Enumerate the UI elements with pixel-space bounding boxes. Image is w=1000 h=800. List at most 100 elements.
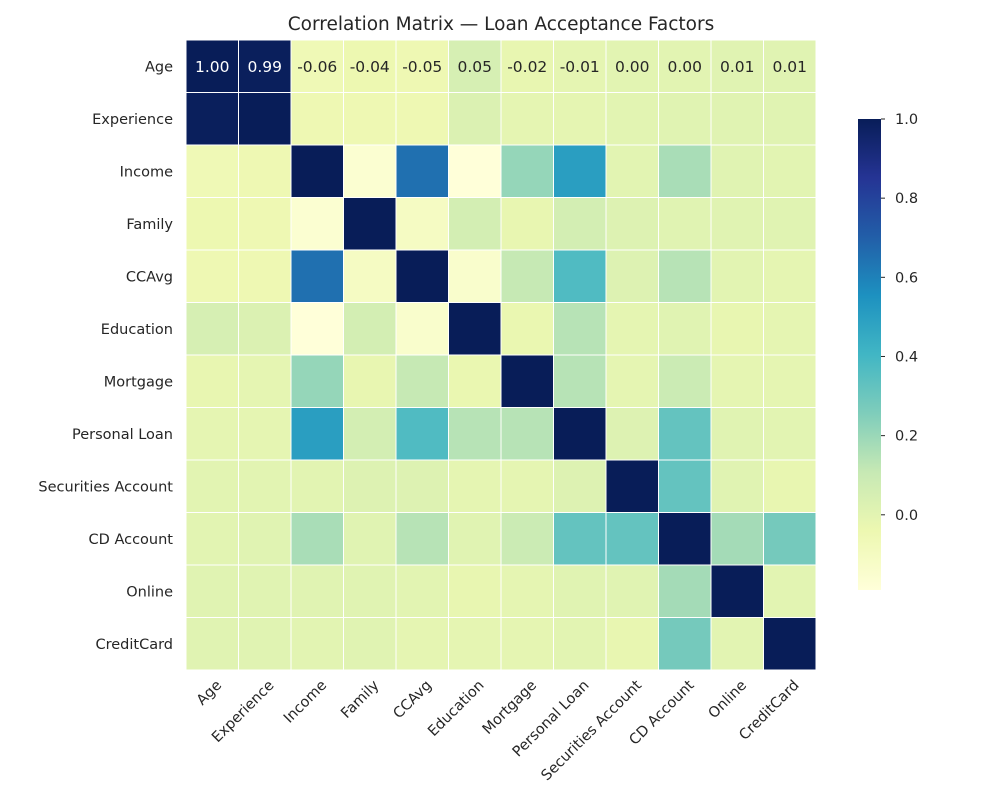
colorbar-tick-label: 1.0 (895, 112, 918, 128)
heatmap-cell (710, 302, 764, 356)
heatmap-cell (500, 459, 554, 513)
heatmap-cell (185, 92, 239, 146)
heatmap-cell (553, 512, 607, 566)
heatmap-cell (500, 407, 554, 461)
heatmap-cell (500, 39, 554, 93)
heatmap-cell (343, 354, 397, 408)
heatmap-cell (395, 302, 449, 356)
heatmap-cell (605, 197, 659, 251)
heatmap-cell (658, 459, 712, 513)
heatmap-cell (185, 354, 239, 408)
colorbar-tick-label: 0.0 (895, 508, 918, 524)
heatmap-cell (605, 144, 659, 198)
heatmap-cell (448, 197, 502, 251)
heatmap-cell (605, 459, 659, 513)
heatmap-cell (605, 617, 659, 671)
heatmap-cell (238, 407, 292, 461)
heatmap-cell (710, 92, 764, 146)
heatmap-cell (658, 512, 712, 566)
heatmap-cell (343, 92, 397, 146)
heatmap-cell (605, 512, 659, 566)
heatmap-cell (290, 302, 344, 356)
y-tick-label: Age (145, 59, 173, 75)
heatmap-cell (605, 564, 659, 618)
heatmap-cell (185, 249, 239, 303)
heatmap-cell (500, 249, 554, 303)
x-tick-label: Securities Account (539, 677, 646, 784)
heatmap-cell (658, 354, 712, 408)
heatmap-cell (710, 249, 764, 303)
x-tick-label: Education (425, 678, 487, 740)
heatmap-cell (658, 92, 712, 146)
heatmap-cell (448, 92, 502, 146)
heatmap-cell (448, 564, 502, 618)
heatmap-cell (395, 354, 449, 408)
heatmap-cell (448, 249, 502, 303)
cell-annotation: -0.05 (402, 58, 442, 76)
heatmap-cell (343, 302, 397, 356)
heatmap-cell (448, 302, 502, 356)
heatmap-cell (238, 249, 292, 303)
colorbar-tick-label: 0.8 (895, 191, 918, 207)
heatmap-cell (185, 564, 239, 618)
heatmap-cell (290, 512, 344, 566)
heatmap-cell (343, 512, 397, 566)
heatmap-cell (763, 249, 817, 303)
y-tick-label: CD Account (89, 532, 174, 548)
heatmap-cell (185, 144, 239, 198)
heatmap-cell (290, 354, 344, 408)
heatmap-cell (763, 144, 817, 198)
y-tick-label: Mortgage (104, 374, 173, 390)
heatmap-cell (605, 249, 659, 303)
heatmap-cell (763, 564, 817, 618)
cell-annotation: 0.01 (772, 58, 807, 76)
heatmap-cell (290, 617, 344, 671)
x-tick-label: Online (706, 677, 750, 721)
heatmap-cell (710, 144, 764, 198)
colorbar-tick-label: 0.6 (895, 270, 918, 286)
heatmap-cell (238, 302, 292, 356)
heatmap-cell (448, 617, 502, 671)
y-tick-label: Securities Account (38, 479, 173, 495)
heatmap-cell (553, 617, 607, 671)
cell-annotation: 0.01 (720, 58, 755, 76)
heatmap-cells (185, 39, 817, 671)
heatmap-cell (763, 92, 817, 146)
heatmap-cell (448, 512, 502, 566)
heatmap-cell (290, 197, 344, 251)
heatmap-cell (238, 512, 292, 566)
heatmap-cell (553, 302, 607, 356)
heatmap-cell (710, 564, 764, 618)
heatmap-cell (448, 407, 502, 461)
cell-annotation: 0.99 (247, 58, 282, 76)
heatmap-cell (658, 197, 712, 251)
heatmap-cell (710, 512, 764, 566)
heatmap-cell (763, 197, 817, 251)
colorbar-tick-label: 0.4 (895, 349, 918, 365)
colorbar-gradient (858, 119, 881, 590)
y-tick-label: Income (120, 164, 173, 180)
y-tick-label: Family (126, 217, 173, 233)
heatmap-cell (290, 407, 344, 461)
heatmap-cell (395, 617, 449, 671)
heatmap-cell (553, 459, 607, 513)
heatmap-cell (763, 354, 817, 408)
heatmap-cell (553, 249, 607, 303)
heatmap-cell (185, 459, 239, 513)
heatmap-cell (343, 144, 397, 198)
heatmap-cell (395, 39, 449, 93)
heatmap-cell (395, 564, 449, 618)
heatmap-cell (395, 407, 449, 461)
heatmap-cell (290, 144, 344, 198)
heatmap-cell (343, 197, 397, 251)
cell-annotation: -0.01 (560, 58, 600, 76)
heatmap-cell (185, 512, 239, 566)
heatmap-cell (500, 354, 554, 408)
heatmap-cell (710, 39, 764, 93)
cell-annotation: 1.00 (195, 58, 230, 76)
heatmap-cell (658, 144, 712, 198)
heatmap-cell (710, 197, 764, 251)
heatmap-cell (553, 39, 607, 93)
heatmap-cell (763, 459, 817, 513)
